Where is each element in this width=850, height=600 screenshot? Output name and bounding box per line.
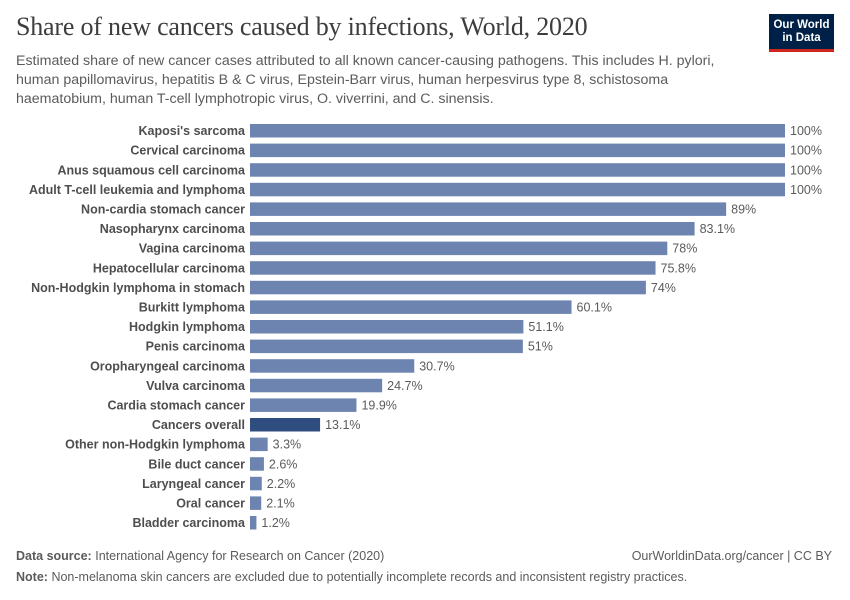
bar-burkitt-lymphoma[interactable] <box>250 300 572 314</box>
bar-cardia-stomach-cancer[interactable] <box>250 398 357 412</box>
value-label-other-non-hodgkin-lymphoma: 3.3% <box>273 438 302 452</box>
category-label-nasopharynx-carcinoma: Nasopharynx carcinoma <box>100 222 246 236</box>
value-label-bladder-carcinoma: 1.2% <box>261 516 290 530</box>
bar-chart: Kaposi's sarcoma 100% Cervical carcinoma 10… <box>29 124 822 530</box>
value-label-oral-cancer: 2.1% <box>266 496 295 510</box>
category-label-burkitt-lymphoma: Burkitt lymphoma <box>139 300 246 314</box>
chart-title: Share of new cancers caused by infection… <box>16 12 588 41</box>
value-label-non-hodgkin-lymphoma-in-stomach: 74% <box>651 281 676 295</box>
value-label-adult-t-cell-leukemia-and-lymphoma: 100% <box>790 183 822 197</box>
bar-hepatocellular-carcinoma[interactable] <box>250 261 656 275</box>
bar-vagina-carcinoma[interactable] <box>250 241 668 256</box>
bar-non-cardia-stomach-cancer[interactable] <box>250 202 727 216</box>
bar-laryngeal-cancer[interactable] <box>250 476 262 491</box>
bar-penis-carcinoma[interactable] <box>250 339 523 354</box>
data-source: Data source: International Agency for Re… <box>16 549 384 563</box>
category-label-hepatocellular-carcinoma: Hepatocellular carcinoma <box>93 261 246 275</box>
bar-hodgkin-lymphoma[interactable] <box>250 320 524 334</box>
category-label-oropharyngeal-carcinoma: Oropharyngeal carcinoma <box>90 359 246 373</box>
value-label-anus-squamous-cell-carcinoma: 100% <box>790 163 822 177</box>
value-label-penis-carcinoma: 51% <box>528 340 553 354</box>
value-label-cancers-overall: 13.1% <box>325 418 360 432</box>
bar-cancers-overall[interactable] <box>250 418 321 432</box>
category-label-anus-squamous-cell-carcinoma: Anus squamous cell carcinoma <box>57 163 246 177</box>
note-text: Non-melanoma skin cancers are excluded d… <box>51 570 688 584</box>
category-label-vulva-carcinoma: Vulva carcinoma <box>146 379 246 393</box>
footnote: Note: Non-melanoma skin cancers are excl… <box>16 570 687 584</box>
category-label-other-non-hodgkin-lymphoma: Other non-Hodgkin lymphoma <box>65 438 246 452</box>
chart-subtitle: Estimated share of new cancer cases attr… <box>16 53 715 107</box>
value-label-vulva-carcinoma: 24.7% <box>387 379 422 393</box>
value-label-cervical-carcinoma: 100% <box>790 144 822 158</box>
bar-oral-cancer[interactable] <box>250 496 262 510</box>
data-source-label: Data source: <box>16 549 92 563</box>
category-label-kaposi-s-sarcoma: Kaposi's sarcoma <box>139 124 247 138</box>
bar-cervical-carcinoma[interactable] <box>250 143 785 158</box>
category-label-adult-t-cell-leukemia-and-lymphoma: Adult T-cell leukemia and lymphoma <box>29 183 246 197</box>
value-label-hepatocellular-carcinoma: 75.8% <box>661 261 696 275</box>
bar-bladder-carcinoma[interactable] <box>250 516 257 530</box>
category-label-penis-carcinoma: Penis carcinoma <box>146 340 246 354</box>
category-label-cancers-overall: Cancers overall <box>152 418 245 432</box>
value-label-vagina-carcinoma: 78% <box>672 242 697 256</box>
category-label-laryngeal-cancer: Laryngeal cancer <box>142 477 245 491</box>
value-label-burkitt-lymphoma: 60.1% <box>577 300 612 314</box>
site-link[interactable]: OurWorldinData.org/cancer | CC BY <box>631 549 832 563</box>
category-label-cardia-stomach-cancer: Cardia stomach cancer <box>107 398 245 412</box>
value-label-oropharyngeal-carcinoma: 30.7% <box>419 359 454 373</box>
category-label-vagina-carcinoma: Vagina carcinoma <box>139 242 246 256</box>
logo-line-2: in Data <box>782 32 821 44</box>
note-label: Note: <box>16 570 48 584</box>
category-label-bladder-carcinoma: Bladder carcinoma <box>132 516 246 530</box>
value-label-hodgkin-lymphoma: 51.1% <box>528 320 563 334</box>
value-label-kaposi-s-sarcoma: 100% <box>790 124 822 138</box>
bar-bile-duct-cancer[interactable] <box>250 457 264 471</box>
bar-oropharyngeal-carcinoma[interactable] <box>250 359 415 373</box>
bar-kaposi-s-sarcoma[interactable] <box>250 124 785 138</box>
category-label-non-cardia-stomach-cancer: Non-cardia stomach cancer <box>81 202 245 216</box>
logo-line-1: Our World <box>773 19 830 31</box>
value-label-bile-duct-cancer: 2.6% <box>269 457 298 471</box>
value-label-laryngeal-cancer: 2.2% <box>267 477 296 491</box>
category-label-cervical-carcinoma: Cervical carcinoma <box>130 144 246 158</box>
category-label-bile-duct-cancer: Bile duct cancer <box>148 457 245 471</box>
bar-non-hodgkin-lymphoma-in-stomach[interactable] <box>250 280 646 295</box>
value-label-non-cardia-stomach-cancer: 89% <box>731 202 756 216</box>
owid-logo[interactable]: Our World in Data <box>769 14 834 52</box>
category-label-oral-cancer: Oral cancer <box>176 496 245 510</box>
category-label-hodgkin-lymphoma: Hodgkin lymphoma <box>129 320 246 334</box>
bar-other-non-hodgkin-lymphoma[interactable] <box>250 437 268 452</box>
bar-anus-squamous-cell-carcinoma[interactable] <box>250 163 785 177</box>
data-source-text[interactable]: International Agency for Research on Can… <box>95 549 385 563</box>
bar-vulva-carcinoma[interactable] <box>250 378 383 393</box>
category-label-non-hodgkin-lymphoma-in-stomach: Non-Hodgkin lymphoma in stomach <box>31 281 245 295</box>
bar-adult-t-cell-leukemia-and-lymphoma[interactable] <box>250 182 785 197</box>
value-label-cardia-stomach-cancer: 19.9% <box>361 398 396 412</box>
value-label-nasopharynx-carcinoma: 83.1% <box>700 222 735 236</box>
bar-nasopharynx-carcinoma[interactable] <box>250 222 695 236</box>
